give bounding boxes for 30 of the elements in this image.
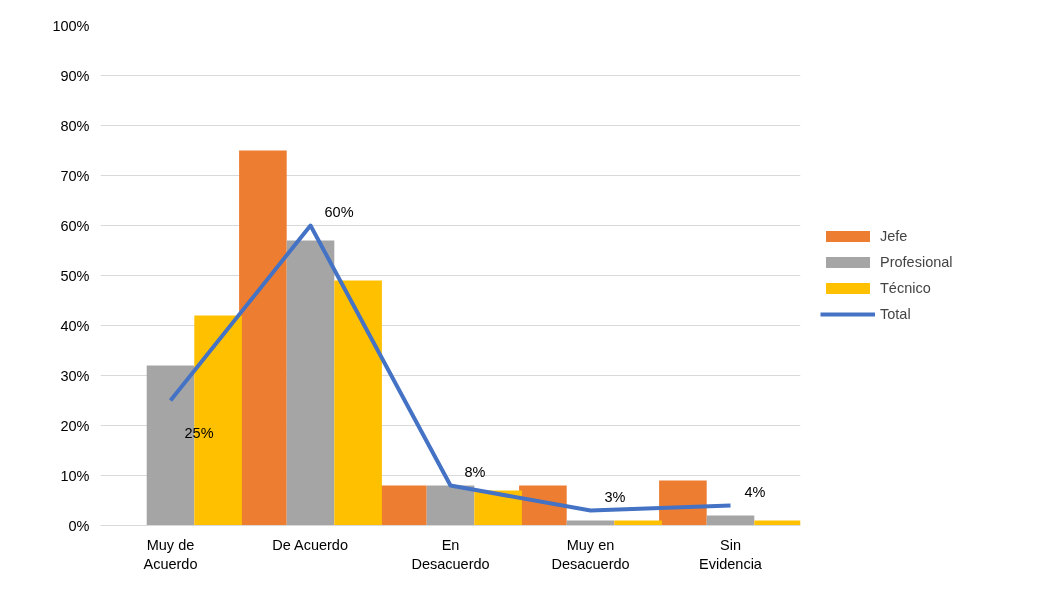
y-tick-label: 40% xyxy=(60,317,90,334)
x-tick-label: Muy de Acuerdo xyxy=(143,536,198,572)
x-tick-label: Sin Evidencia xyxy=(699,536,763,572)
y-tick-label: 60% xyxy=(60,217,90,234)
y-tick-label: 30% xyxy=(60,367,90,384)
data-label: 3% xyxy=(604,488,626,505)
data-label: 4% xyxy=(744,483,766,500)
bar xyxy=(379,485,427,526)
y-tick-label: 70% xyxy=(60,167,90,184)
y-tick-label: 80% xyxy=(60,117,90,134)
y-tick-label: 10% xyxy=(60,467,90,484)
legend-label: Técnico xyxy=(880,280,931,296)
y-tick-label: 20% xyxy=(60,417,90,434)
x-tick-label: En Desacuerdo xyxy=(411,536,490,572)
legend-label: Total xyxy=(880,306,911,322)
bar xyxy=(286,240,335,526)
x-tick-label: Muy en Desacuerdo xyxy=(551,536,630,572)
y-tick-label: 100% xyxy=(52,17,90,34)
legend-label: Jefe xyxy=(880,228,908,244)
data-label: 8% xyxy=(464,463,486,480)
y-tick-label: 90% xyxy=(60,67,90,84)
bar xyxy=(334,280,382,526)
data-label: 60% xyxy=(324,203,354,220)
line-series xyxy=(168,223,733,513)
y-tick-label: 0% xyxy=(68,517,90,534)
legend-label: Profesional xyxy=(880,254,953,270)
bar xyxy=(239,150,287,526)
bar xyxy=(426,485,475,526)
y-tick-label: 50% xyxy=(60,267,90,284)
x-tick-label: De Acuerdo xyxy=(272,536,348,553)
